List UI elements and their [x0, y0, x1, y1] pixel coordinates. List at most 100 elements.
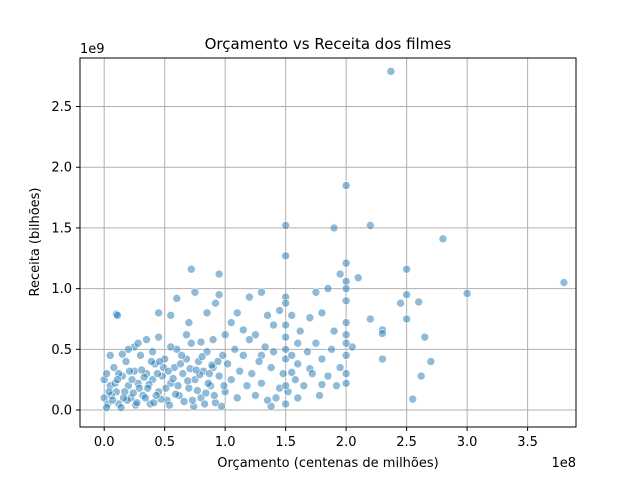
scatter-point [209, 391, 219, 400]
scatter-point [317, 380, 327, 389]
scatter-point [134, 383, 144, 393]
scatter-point [386, 67, 396, 76]
scatter-point [168, 374, 178, 383]
scatter-point [127, 375, 137, 384]
scatter-point [176, 359, 185, 369]
x-tick-label: 1.0 [215, 435, 236, 450]
x-tick-label: 2.5 [396, 435, 417, 450]
scatter-point [184, 318, 194, 327]
scatter-point [119, 393, 128, 403]
scatter-point [164, 366, 173, 376]
scatter-point [366, 221, 375, 230]
scatter-point [113, 311, 122, 320]
scatter-point [260, 342, 270, 352]
scatter-point [184, 383, 194, 393]
scatter-point [208, 335, 218, 344]
scatter-point [213, 357, 223, 366]
scatter-point [218, 351, 228, 360]
scatter-point [299, 381, 309, 391]
scatter-point [197, 352, 207, 361]
scatter-point [341, 296, 351, 306]
scatter-point [341, 338, 351, 348]
scatter-point [124, 345, 133, 354]
scatter-point [203, 379, 213, 388]
scatter-point [287, 368, 297, 377]
scatter-point [271, 393, 281, 403]
scatter-point [402, 314, 411, 324]
scatter-point [263, 311, 272, 320]
scatter-point [281, 345, 290, 354]
scatter-point [188, 395, 197, 405]
scatter-point [137, 365, 146, 375]
scatter-point [186, 264, 196, 274]
scatter-point [151, 391, 161, 400]
scatter-point [341, 181, 351, 190]
scatter-point [341, 318, 351, 327]
scatter-point [416, 371, 426, 381]
scatter-point [155, 357, 165, 366]
scatter-point [178, 369, 188, 378]
x-axis-offset-label: 1e8 [551, 456, 576, 471]
scatter-point [242, 381, 252, 391]
scatter-point [295, 326, 305, 336]
scatter-point [226, 318, 236, 327]
y-axis-offset-label: 1e9 [80, 42, 105, 57]
scatter-point [366, 314, 375, 324]
x-tick-label: 0.5 [154, 435, 175, 450]
scatter-point [141, 393, 150, 403]
scatter-point [327, 345, 336, 354]
scatter-point [219, 381, 229, 391]
y-tick-label: 2.0 [51, 161, 72, 176]
scatter-point [278, 369, 288, 378]
scatter-point [200, 399, 209, 409]
y-tick-label: 2.5 [51, 100, 72, 115]
scatter-point [171, 389, 180, 399]
scatter-point [266, 363, 276, 372]
y-tick-label: 1.5 [51, 221, 72, 236]
scatter-point [323, 284, 333, 293]
scatter-point [378, 354, 387, 364]
scatter-point [251, 391, 260, 400]
scatter-point [462, 289, 472, 298]
scatter-point [559, 278, 569, 287]
scatter-point [426, 357, 436, 366]
scatter-point [128, 388, 138, 398]
x-tick-label: 1.5 [275, 435, 296, 450]
scatter-point [173, 381, 183, 391]
scatter-point [179, 397, 189, 406]
scatter-point [136, 351, 145, 360]
scatter-point [143, 383, 153, 393]
scatter-point [223, 359, 232, 369]
scatter-point [201, 388, 211, 398]
scatter-point [287, 311, 297, 320]
scatter-point [341, 258, 351, 268]
scatter-point [211, 298, 220, 308]
scatter-point [402, 290, 411, 299]
scatter-point [402, 264, 411, 274]
scatter-point [335, 363, 345, 372]
scatter-point [311, 287, 321, 297]
scatter-point [226, 375, 236, 384]
scatter-point [183, 376, 192, 386]
scatter-point [281, 399, 290, 409]
scatter-point [378, 329, 387, 338]
scatter-point [303, 347, 312, 357]
scatter-point [293, 359, 303, 369]
scatter-point [104, 387, 114, 397]
scatter-point [269, 320, 278, 330]
scatter-point [341, 277, 351, 286]
scatter-point [305, 313, 315, 323]
scatter-point [291, 375, 300, 384]
y-tick-label: 0.5 [51, 343, 72, 358]
x-axis-label: Orçamento (centenas de milhões) [217, 456, 438, 471]
scatter-point [161, 383, 171, 393]
scatter-point [281, 332, 290, 342]
plot-frame [79, 57, 577, 428]
scatter-point [139, 372, 149, 382]
scatter-point [232, 308, 242, 318]
scatter-point [230, 345, 240, 354]
scatter-point [254, 357, 264, 366]
scatter-point [329, 223, 339, 233]
scatter-point [438, 234, 448, 244]
